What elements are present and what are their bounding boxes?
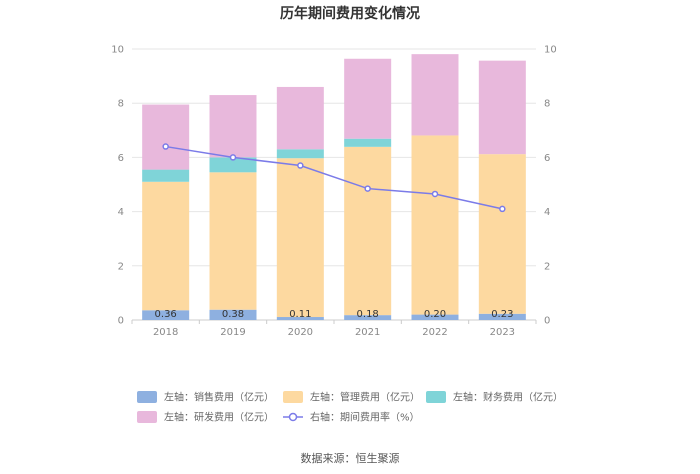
- bar-admin: [142, 181, 190, 311]
- legend-swatch-admin: [283, 391, 303, 403]
- legend-swatch-marker: [288, 412, 298, 422]
- bar-sales: [142, 310, 190, 320]
- x-tick-label: 2023: [490, 327, 515, 338]
- bars: [142, 54, 526, 320]
- bar-sales: [411, 314, 459, 320]
- line-rate: [165, 145, 503, 210]
- data-label-sales: 0.18: [357, 309, 379, 320]
- bar-rd: [209, 95, 257, 158]
- x-tick-label: 2018: [153, 327, 178, 338]
- data-label-sales: 0.36: [155, 309, 177, 320]
- y-right-tick-label: 0: [544, 316, 550, 327]
- bar-finance: [344, 138, 392, 147]
- legend-label-rate: 右轴：期间费用率（%）: [310, 411, 420, 424]
- data-label-sales: 0.11: [289, 309, 311, 320]
- axes: 0 2 4 6 8 10 0 2 4 6 8 10 2018 2019 2020 2021 2022 2023: [111, 45, 556, 339]
- data-label-sales: 0.20: [424, 309, 446, 320]
- bar-rd: [142, 104, 190, 170]
- y-right-tick-label: 4: [544, 207, 550, 218]
- bar-admin: [478, 154, 526, 314]
- y-right-tick-label: 6: [544, 153, 550, 164]
- legend-swatch-finance: [426, 391, 446, 403]
- x-tick-label: 2020: [288, 327, 313, 338]
- x-tick-label: 2019: [220, 327, 245, 338]
- legend-label-finance: 左轴：财务费用（亿元）: [453, 391, 563, 404]
- bar-sales: [344, 315, 392, 320]
- data-label-sales: 0.23: [491, 309, 513, 320]
- legend-swatch-sales: [137, 391, 157, 403]
- y-left-tick-label: 2: [118, 261, 124, 272]
- bar-sales: [209, 309, 257, 320]
- data-source: 数据来源：恒生聚源: [301, 451, 400, 465]
- x-tick-label: 2022: [422, 327, 447, 338]
- bar-sales: [478, 313, 526, 320]
- bar-sales: [276, 317, 324, 320]
- bar-admin: [276, 158, 324, 318]
- y-left-tick-label: 4: [118, 207, 124, 218]
- y-left-tick-label: 10: [111, 45, 124, 56]
- bar-finance: [209, 157, 257, 173]
- bar-admin: [344, 146, 392, 316]
- x-tick-label: 2021: [355, 327, 380, 338]
- data-labels: 0.36 0.38 0.11 0.18 0.20 0.23: [155, 309, 514, 320]
- bar-rd: [478, 60, 526, 155]
- y-left-tick-label: 6: [118, 153, 124, 164]
- y-left-tick-label: 0: [118, 316, 124, 327]
- bar-admin: [411, 135, 459, 315]
- grid: [132, 48, 536, 321]
- line-point: [297, 162, 304, 169]
- legend: 左轴：销售费用（亿元） 左轴：管理费用（亿元） 左轴：财务费用（亿元） 左轴：研发费用…: [137, 391, 563, 424]
- bar-rd: [344, 58, 392, 139]
- line-point: [431, 190, 439, 198]
- data-label-sales: 0.38: [222, 309, 244, 320]
- legend-label-sales: 左轴：销售费用（亿元）: [164, 391, 274, 404]
- chart-title: 历年期间费用变化情况: [280, 5, 420, 22]
- bar-rd: [276, 86, 324, 150]
- line-point: [364, 185, 371, 192]
- y-right-tick-label: 10: [544, 45, 557, 56]
- bar-finance: [142, 169, 190, 182]
- bar-rd: [411, 54, 459, 136]
- legend-swatch-rd: [137, 411, 157, 423]
- line-point: [162, 143, 169, 150]
- y-left-tick-label: 8: [118, 99, 124, 110]
- line-series: [162, 143, 506, 213]
- bar-finance: [276, 149, 324, 159]
- y-right-tick-label: 2: [544, 261, 550, 272]
- bar-admin: [209, 172, 257, 310]
- y-right-tick-label: 8: [544, 99, 550, 110]
- legend-label-rd: 左轴：研发费用（亿元）: [164, 411, 274, 424]
- legend-label-admin: 左轴：管理费用（亿元）: [310, 391, 420, 404]
- line-point: [499, 205, 506, 213]
- line-point: [229, 154, 237, 161]
